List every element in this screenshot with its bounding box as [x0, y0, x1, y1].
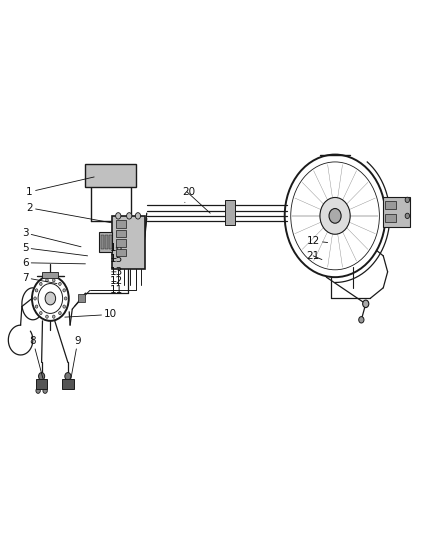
Circle shape: [39, 282, 42, 286]
Circle shape: [46, 279, 48, 282]
Bar: [42, 272, 58, 278]
Circle shape: [59, 311, 61, 314]
Circle shape: [405, 197, 410, 203]
Circle shape: [64, 297, 67, 300]
Circle shape: [363, 300, 369, 308]
Text: 1: 1: [26, 177, 94, 197]
Bar: [78, 294, 85, 302]
Bar: [225, 200, 235, 225]
Circle shape: [53, 279, 55, 282]
Circle shape: [63, 289, 66, 292]
Bar: [116, 230, 126, 237]
Bar: [109, 235, 112, 249]
Text: 16: 16: [110, 243, 123, 253]
Circle shape: [359, 317, 364, 323]
Text: 20: 20: [182, 187, 195, 203]
Circle shape: [39, 311, 42, 314]
Bar: [385, 201, 396, 209]
Circle shape: [116, 213, 121, 219]
Bar: [99, 232, 112, 252]
Bar: [36, 379, 47, 389]
Circle shape: [405, 213, 410, 219]
Text: 13: 13: [110, 267, 123, 277]
Circle shape: [329, 208, 341, 223]
Text: 7: 7: [22, 273, 57, 284]
Circle shape: [35, 289, 38, 292]
Text: 10: 10: [65, 310, 117, 319]
Text: 3: 3: [22, 228, 81, 247]
Bar: [385, 214, 396, 222]
Text: 11: 11: [110, 286, 123, 295]
Circle shape: [34, 297, 36, 300]
Circle shape: [39, 373, 45, 380]
Text: 15: 15: [110, 254, 123, 263]
Text: 2: 2: [26, 203, 112, 223]
Circle shape: [63, 305, 66, 308]
Circle shape: [35, 305, 38, 308]
Circle shape: [59, 282, 61, 286]
Circle shape: [36, 388, 40, 393]
Bar: [116, 220, 126, 228]
Bar: [383, 197, 410, 227]
Bar: [116, 249, 126, 256]
Bar: [101, 235, 104, 249]
Text: 12: 12: [307, 236, 328, 246]
Text: 9: 9: [71, 336, 81, 378]
Text: 12: 12: [110, 277, 123, 286]
Text: 21: 21: [307, 251, 322, 261]
Bar: [85, 164, 136, 187]
Circle shape: [53, 315, 55, 318]
Bar: [105, 235, 108, 249]
Bar: [112, 216, 145, 269]
Text: 5: 5: [22, 243, 88, 256]
Circle shape: [65, 373, 71, 380]
Text: 8: 8: [30, 336, 43, 378]
Circle shape: [43, 388, 47, 393]
Circle shape: [45, 292, 56, 305]
Bar: [116, 239, 126, 247]
Circle shape: [320, 197, 350, 235]
Circle shape: [46, 315, 48, 318]
Text: 6: 6: [22, 258, 85, 268]
Circle shape: [135, 213, 141, 219]
Bar: [62, 379, 74, 389]
Circle shape: [127, 213, 132, 219]
